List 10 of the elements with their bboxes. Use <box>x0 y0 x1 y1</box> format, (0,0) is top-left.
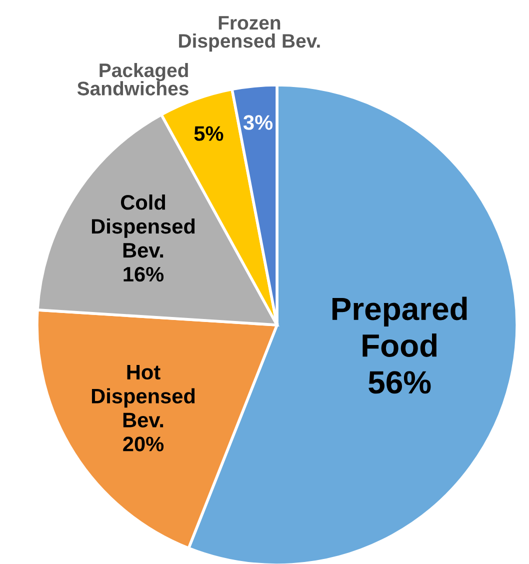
slice-label: Cold Dispensed Bev. <box>92 194 195 258</box>
slice-label: Packaged Sandwiches <box>77 62 188 96</box>
slice-label: Frozen Dispensed Bev. <box>179 16 320 52</box>
data-label: 5% <box>194 126 224 141</box>
data-label: 16% <box>124 266 164 282</box>
slice-label: Prepared Food <box>332 296 467 357</box>
data-label: 20% <box>123 436 164 452</box>
data-label: 3% <box>243 115 273 130</box>
data-label: 56% <box>368 371 431 394</box>
slice-label: Hot Dispensed Bev. <box>92 365 195 428</box>
